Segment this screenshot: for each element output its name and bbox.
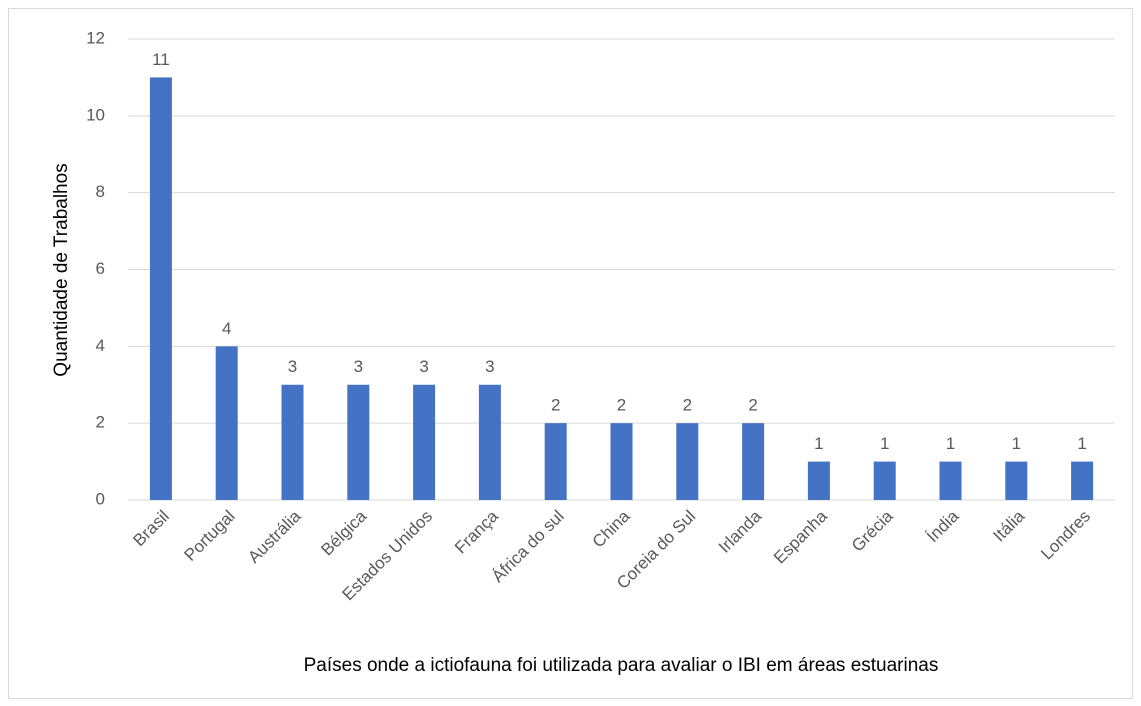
bar bbox=[149, 77, 172, 501]
y-tick-label: 8 bbox=[96, 182, 105, 201]
bar bbox=[544, 423, 567, 500]
bar bbox=[807, 461, 830, 500]
data-label: 1 bbox=[1012, 434, 1021, 453]
data-label: 1 bbox=[880, 434, 889, 453]
data-label: 1 bbox=[1077, 434, 1086, 453]
bar bbox=[939, 461, 962, 500]
data-label: 11 bbox=[152, 50, 170, 69]
y-tick-label: 4 bbox=[96, 336, 105, 355]
x-axis-title: Países onde a ictiofauna foi utilizada p… bbox=[304, 655, 939, 676]
y-tick-label: 0 bbox=[96, 489, 105, 508]
data-label: 2 bbox=[683, 396, 692, 415]
y-tick-label: 2 bbox=[96, 413, 105, 432]
data-label: 2 bbox=[617, 396, 626, 415]
data-label: 2 bbox=[551, 396, 560, 415]
bar bbox=[413, 384, 436, 500]
data-label: 2 bbox=[748, 396, 757, 415]
y-tick-label: 10 bbox=[86, 105, 105, 124]
y-tick-label: 12 bbox=[86, 28, 105, 47]
bar bbox=[1071, 461, 1094, 500]
data-label: 1 bbox=[814, 434, 823, 453]
bar bbox=[347, 384, 370, 500]
bar bbox=[610, 423, 633, 500]
y-axis-title: Quantidade de Trabalhos bbox=[51, 163, 72, 376]
bar bbox=[281, 384, 304, 500]
bar bbox=[676, 423, 699, 500]
data-label: 3 bbox=[419, 357, 428, 376]
data-label: 3 bbox=[354, 357, 363, 376]
data-label: 3 bbox=[288, 357, 297, 376]
bar bbox=[478, 384, 501, 500]
bar bbox=[1005, 461, 1028, 500]
chart-border bbox=[8, 8, 1133, 699]
bar bbox=[873, 461, 896, 500]
data-label: 4 bbox=[222, 319, 231, 338]
y-tick-label: 6 bbox=[96, 259, 105, 278]
bar bbox=[215, 346, 238, 500]
data-label: 1 bbox=[946, 434, 955, 453]
bar bbox=[742, 423, 765, 500]
data-label: 3 bbox=[485, 357, 494, 376]
